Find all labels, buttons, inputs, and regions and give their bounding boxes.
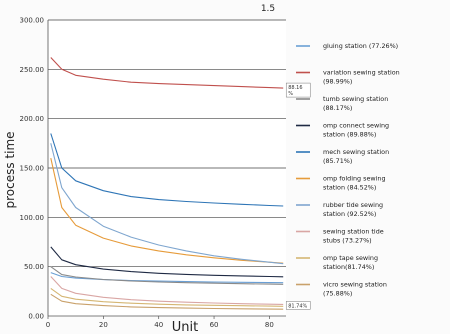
data-label-box (285, 301, 311, 310)
legend-entry: omp folding sewing station (84.52%) (323, 175, 386, 192)
series-line (50, 266, 284, 285)
legend-entry: gluing station (77.26%) (323, 42, 398, 50)
legend-entry: tumb sewing station (88.17%) (323, 95, 388, 112)
series-line (50, 133, 284, 207)
legend-entry: sewing station tide stubs (73.27%) (323, 228, 384, 245)
series-line (50, 276, 284, 305)
x-tick-label: 80 (265, 321, 274, 329)
y-tick-label: 200.00 (20, 115, 45, 123)
series-line (50, 272, 284, 284)
x-axis-title: Unit (172, 320, 198, 334)
y-tick-label: 100.00 (20, 214, 45, 222)
data-label: 88.16% (288, 85, 302, 97)
data-label-box (285, 82, 311, 98)
x-tick-label: 40 (154, 321, 163, 329)
y-tick-label: 250.00 (20, 66, 45, 74)
legend-entry: variation sewing station (98.99%) (323, 69, 400, 86)
series-line (50, 287, 284, 307)
legend-entry: mech sewing station (85.71%) (323, 148, 389, 165)
y-tick-label: 150.00 (20, 165, 45, 173)
data-label: 81.74% (288, 303, 307, 309)
tick-labels: 0.00 50.00 100.00 150.00 200.00 250.00 300.00 0… (20, 17, 274, 330)
annotations-layer: 88.16 % 81.74% (285, 82, 311, 310)
y-axis-title: process time (3, 131, 17, 208)
series-line (50, 157, 284, 264)
x-tick-label: 0 (46, 321, 50, 329)
x-tick-label: 20 (99, 321, 108, 329)
y-tick-label: 50.00 (24, 263, 44, 271)
legend-entry: rubber tide sewing station (92.52%) (323, 201, 383, 218)
legend-entry: omp tape sewing station(81.74%) (323, 254, 378, 271)
series-line (50, 246, 284, 278)
series-line (50, 143, 284, 265)
x-tick-label: 60 (210, 321, 219, 329)
legend-entry: omp connect sewing station (89.88%) (323, 122, 389, 139)
legend-entry: vicro sewing station (75.88%) (323, 281, 387, 298)
legend: gluing station (77.26%) variation sewing … (296, 42, 400, 298)
series-line (50, 293, 284, 310)
chart-title-fragment: 1.5 (261, 4, 275, 14)
y-tick-label: 0.00 (28, 313, 44, 321)
series-layer (50, 57, 284, 310)
series-line (50, 57, 284, 89)
y-tick-label: 300.00 (20, 17, 45, 25)
